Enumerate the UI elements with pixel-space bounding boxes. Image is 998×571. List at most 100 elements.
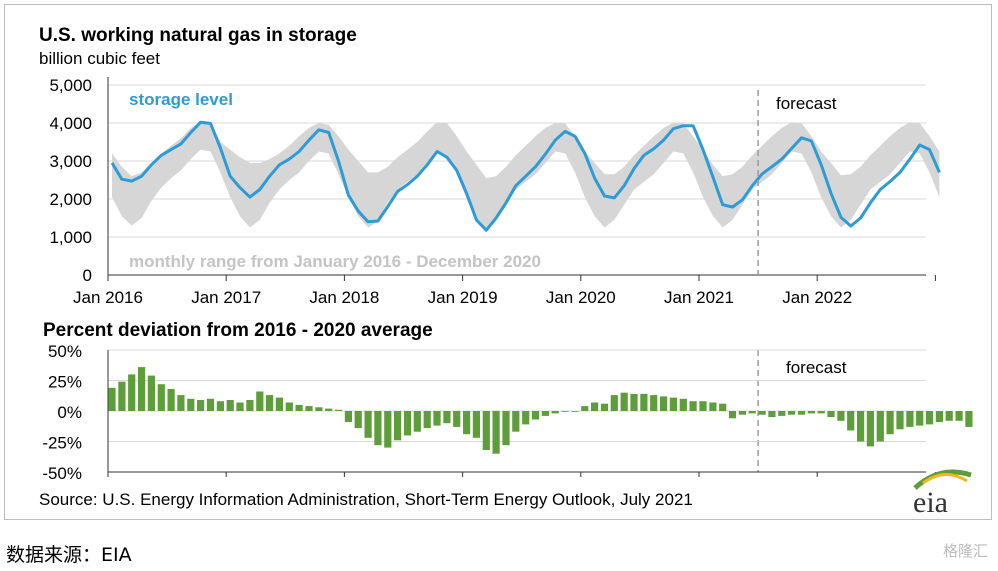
bottom-y-tick-label: 0%	[57, 403, 82, 422]
chart-canvas: U.S. working natural gas in storage bill…	[39, 25, 973, 519]
deviation-bar	[157, 384, 165, 411]
top-y-axis: 0 1,000 2,000 3,000 4,000 5,000	[49, 76, 926, 285]
deviation-bar	[581, 406, 589, 411]
deviation-bar	[837, 411, 845, 421]
top-y-tick-label: 3,000	[49, 152, 92, 171]
deviation-bar	[561, 411, 569, 412]
deviation-bar	[482, 411, 490, 450]
deviation-bar	[325, 408, 333, 411]
eia-logo-arc-green	[913, 469, 972, 490]
deviation-bar	[256, 391, 264, 411]
deviation-bar	[492, 411, 500, 454]
deviation-bar	[433, 411, 441, 426]
deviation-bar	[591, 402, 599, 411]
storage-level-line	[110, 120, 941, 232]
deviation-bar	[118, 381, 126, 411]
deviation-bar	[108, 387, 116, 411]
forecast-label-bottom: forecast	[786, 358, 847, 377]
deviation-bar	[748, 411, 756, 414]
chart-frame: U.S. working natural gas in storage bill…	[4, 4, 992, 520]
eia-logo: eia	[913, 469, 972, 519]
deviation-bar	[935, 411, 943, 422]
deviation-bar	[620, 392, 628, 411]
top-x-tick-label: Jan 2019	[428, 288, 498, 307]
eia-logo-arc-yellow	[922, 473, 968, 485]
deviation-bar	[669, 397, 677, 411]
deviation-bar	[896, 411, 904, 430]
deviation-bar	[472, 411, 480, 438]
deviation-bar	[197, 400, 205, 411]
deviation-bar	[640, 393, 648, 411]
deviation-bar	[817, 411, 825, 414]
deviation-bar	[551, 411, 559, 414]
deviation-bar	[945, 411, 953, 421]
deviation-bar	[246, 400, 254, 411]
bottom-y-tick-label: -50%	[42, 464, 82, 483]
watermark: 格隆汇	[942, 542, 988, 560]
deviation-bar	[266, 395, 274, 411]
deviation-bar	[413, 411, 421, 432]
deviation-bar	[827, 411, 835, 418]
deviation-bar	[354, 411, 362, 429]
top-y-tick-label: 1,000	[49, 228, 92, 247]
deviation-bar	[453, 411, 461, 427]
deviation-bar	[167, 389, 175, 411]
deviation-bar	[660, 396, 668, 411]
deviation-bar	[788, 411, 796, 415]
deviation-bar	[857, 411, 865, 442]
storage-level-label: storage level	[129, 90, 233, 109]
deviation-bar	[423, 411, 431, 429]
deviation-bar	[758, 411, 766, 415]
deviation-bar	[847, 411, 855, 431]
deviation-bar	[394, 411, 402, 441]
bottom-chart-title: Percent deviation from 2016 - 2020 avera…	[43, 320, 433, 341]
deviation-bar	[236, 402, 244, 411]
deviation-bar	[600, 403, 609, 411]
deviation-bar	[610, 395, 618, 411]
deviation-bar	[906, 411, 914, 427]
deviation-bar	[344, 411, 352, 422]
deviation-bar	[728, 411, 737, 419]
eia-logo-text: eia	[913, 486, 948, 519]
deviation-bar	[128, 374, 136, 411]
deviation-bar	[965, 411, 973, 427]
deviation-bar	[315, 407, 323, 411]
bottom-y-tick-label: -25%	[42, 434, 82, 453]
top-x-tick-label: Jan 2016	[73, 288, 143, 307]
deviation-bar	[285, 402, 293, 411]
deviation-bar	[531, 411, 540, 420]
bottom-y-tick-label: 50%	[48, 342, 82, 361]
deviation-bar	[443, 411, 451, 424]
source-caption: 数据来源：EIA	[6, 544, 132, 566]
deviation-bar	[797, 411, 806, 415]
top-chart-subtitle: billion cubic feet	[39, 49, 160, 68]
deviation-bar	[866, 411, 874, 447]
deviation-bar	[177, 395, 185, 411]
deviation-bar	[709, 402, 717, 411]
top-x-tick-label: Jan 2017	[191, 288, 261, 307]
deviation-bar	[719, 403, 727, 411]
deviation-bar	[463, 411, 471, 435]
top-x-axis: Jan 2016 Jan 2017 Jan 2018 Jan 2019 Jan 2020…	[73, 275, 936, 307]
top-y-tick-label: 2,000	[49, 190, 92, 209]
deviation-bar	[334, 409, 343, 411]
deviation-bar	[216, 401, 224, 411]
deviation-bar	[916, 411, 924, 426]
top-x-tick-label: Jan 2021	[664, 288, 734, 307]
range-note-label: monthly range from January 2016 - Decemb…	[129, 252, 541, 271]
bottom-y-tick-label: 25%	[48, 373, 82, 392]
deviation-bar	[138, 367, 146, 411]
top-x-tick-label: Jan 2020	[546, 288, 616, 307]
deviation-bar	[650, 395, 658, 411]
source-note: Source: U.S. Energy Information Administ…	[39, 490, 693, 509]
top-chart-title: U.S. working natural gas in storage	[39, 25, 357, 46]
deviation-bar	[187, 398, 195, 411]
deviation-bar	[512, 411, 520, 432]
deviation-bar	[699, 401, 707, 411]
top-y-tick-label: 0	[83, 266, 92, 285]
deviation-bar	[807, 411, 815, 414]
deviation-bar	[502, 411, 510, 446]
top-y-tick-label: 5,000	[49, 76, 92, 95]
deviation-bar	[571, 411, 579, 412]
top-x-tick-label: Jan 2022	[782, 288, 852, 307]
